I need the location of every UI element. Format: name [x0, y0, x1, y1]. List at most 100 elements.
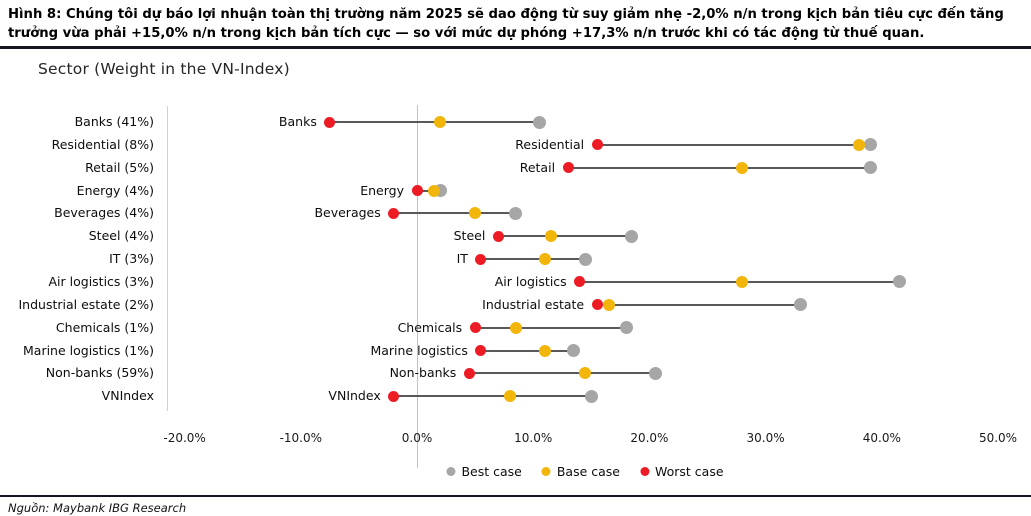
x-tick-label: 0.0%: [401, 431, 433, 445]
connector-line: [469, 372, 656, 375]
base-case-dot: [469, 207, 482, 220]
best-case-dot: [509, 206, 523, 220]
worst-case-dot: [388, 390, 400, 402]
best-case-dot: [648, 366, 662, 380]
category-axis-line: [167, 106, 168, 411]
base-case-dot: [544, 230, 557, 243]
connector-line: [393, 212, 516, 215]
chart-legend: Best case Base case Worst case: [446, 464, 724, 479]
worst-case-dot: [475, 345, 487, 356]
worst-case-dot: [469, 322, 481, 334]
best-case-dot: [578, 252, 592, 266]
point-label: Marine logistics: [370, 342, 468, 358]
point-label: VNIndex: [328, 388, 381, 404]
base-case-dot: [579, 367, 592, 380]
y-axis-label: Air logistics (3%): [48, 273, 155, 289]
x-tick-label: 50.0%: [978, 431, 1018, 445]
legend-item: Worst case: [640, 464, 724, 479]
connector-line: [480, 258, 586, 261]
connector-line: [393, 395, 592, 398]
point-label: Energy: [360, 182, 404, 198]
point-label: Non-banks: [389, 365, 457, 381]
worst-case-dot: [492, 230, 504, 242]
best-case-dot: [863, 161, 877, 175]
legend-item: Best case: [446, 464, 522, 479]
worst-case-dot: [475, 253, 487, 265]
y-axis-label: Banks (41%): [74, 114, 154, 129]
base-case-icon: [541, 467, 551, 476]
legend-label: Best case: [461, 464, 522, 479]
connector-line: [568, 166, 871, 169]
point-label: Chemicals: [397, 319, 463, 335]
best-case-dot: [567, 344, 581, 357]
point-label: Beverages: [314, 205, 381, 221]
worst-case-dot: [591, 299, 603, 311]
legend-item: Base case: [541, 464, 620, 479]
legend-label: Worst case: [655, 464, 724, 479]
worst-case-dot: [591, 139, 603, 151]
x-tick-label: -10.0%: [279, 431, 323, 445]
point-label: Banks: [278, 114, 317, 129]
worst-case-icon: [640, 467, 649, 476]
footer-divider: [0, 495, 1031, 497]
base-case-dot: [428, 184, 441, 197]
best-case-icon: [446, 467, 456, 476]
base-case-dot: [538, 344, 551, 357]
x-tick-label: 20.0%: [630, 431, 669, 445]
connector-line: [480, 349, 574, 352]
connector-line: [597, 143, 871, 146]
base-case-dot: [602, 298, 615, 311]
best-case-dot: [532, 115, 546, 129]
y-axis-label: Retail (5%): [85, 159, 154, 175]
source-note: Nguồn: Maybank IBG Research: [8, 501, 187, 515]
figure-caption: Hình 8: Chúng tôi dự báo lợi nhuận toàn …: [8, 7, 1004, 41]
connector-line: [597, 303, 801, 306]
point-label: Steel: [453, 228, 486, 244]
point-label: Air logistics: [494, 273, 567, 289]
best-case-dot: [619, 321, 633, 335]
base-case-dot: [509, 321, 522, 334]
legend-label: Base case: [556, 464, 620, 479]
connector-line: [498, 235, 632, 238]
worst-case-dot: [463, 367, 475, 379]
point-label: Residential: [515, 136, 585, 152]
best-case-dot: [625, 229, 639, 243]
point-label: Retail: [519, 159, 556, 175]
base-case-dot: [736, 161, 749, 174]
connector-line: [475, 326, 627, 329]
x-tick-label: 10.0%: [514, 431, 553, 445]
x-tick-label: 30.0%: [746, 431, 785, 445]
y-axis-label: Chemicals (1%): [55, 319, 154, 335]
best-case-dot: [584, 389, 598, 403]
y-axis-label: Marine logistics (1%): [23, 342, 154, 358]
best-case-dot: [793, 298, 807, 312]
point-label: IT: [456, 251, 468, 267]
chart-title: Sector (Weight in the VN-Index): [38, 60, 290, 78]
base-case-dot: [503, 390, 516, 403]
y-axis-label: Non-banks (59%): [45, 365, 154, 381]
point-label: Industrial estate: [482, 296, 585, 312]
base-case-dot: [852, 138, 865, 151]
y-axis-label: Steel (4%): [88, 228, 154, 244]
worst-case-dot: [562, 162, 574, 174]
zero-gridline: [417, 105, 418, 468]
y-axis-label: Industrial estate (2%): [18, 296, 154, 312]
best-case-dot: [863, 138, 877, 152]
worst-case-dot: [574, 276, 586, 288]
worst-case-dot: [411, 185, 423, 197]
y-axis-label: Residential (8%): [51, 136, 154, 152]
y-axis-label: Beverages (4%): [54, 205, 154, 221]
base-case-dot: [736, 275, 749, 288]
sector-earnings-forecast-chart: Sector (Weight in the VN-Index) Banks (4…: [0, 49, 1031, 495]
base-case-dot: [538, 253, 551, 266]
worst-case-dot: [388, 207, 400, 219]
y-axis-label: IT (3%): [109, 251, 154, 267]
x-tick-label: 40.0%: [862, 431, 901, 445]
x-tick-label: -20.0%: [163, 431, 206, 445]
y-axis-label: VNIndex: [101, 388, 154, 404]
y-axis-label: Energy (4%): [76, 182, 154, 198]
caption-divider: [0, 46, 1031, 49]
base-case-dot: [434, 116, 447, 128]
best-case-dot: [892, 275, 906, 289]
worst-case-dot: [324, 116, 336, 128]
